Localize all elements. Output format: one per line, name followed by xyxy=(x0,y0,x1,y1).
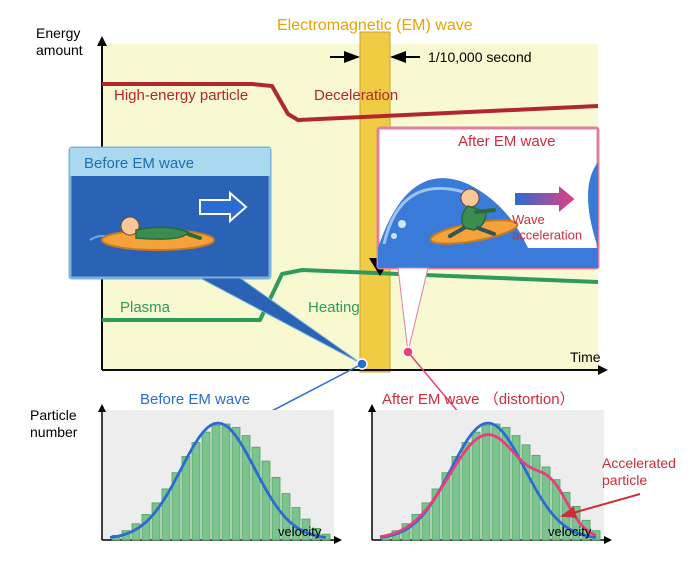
accelerated-particle-label: Acceleratedparticle xyxy=(602,455,676,488)
x-axis-arrow xyxy=(598,365,608,375)
before-histogram: velocity xyxy=(98,404,342,544)
deceleration-label: Deceleration xyxy=(314,87,398,104)
particle-number-label: Particlenumber xyxy=(30,407,78,440)
after-histogram: velocity xyxy=(368,404,612,544)
x-axis-label: Time xyxy=(570,349,601,365)
after-em-label: After EM wave xyxy=(458,133,556,150)
y-axis-arrow xyxy=(97,36,107,46)
hist-before-title: Before EM wave xyxy=(140,391,250,408)
plasma-label: Plasma xyxy=(120,299,171,316)
em-title: Electromagnetic (EM) wave xyxy=(277,17,473,34)
heating-label: Heating xyxy=(308,299,360,316)
hist-after-title: After EM wave （distortion） xyxy=(382,391,575,408)
after-velocity-label: velocity xyxy=(548,524,592,539)
y-axis-label: Energyamount xyxy=(36,25,83,58)
before-velocity-label: velocity xyxy=(278,524,322,539)
em-duration-label: 1/10,000 second xyxy=(428,49,532,65)
high-energy-label: High-energy particle xyxy=(114,87,248,104)
before-em-label: Before EM wave xyxy=(84,155,194,172)
